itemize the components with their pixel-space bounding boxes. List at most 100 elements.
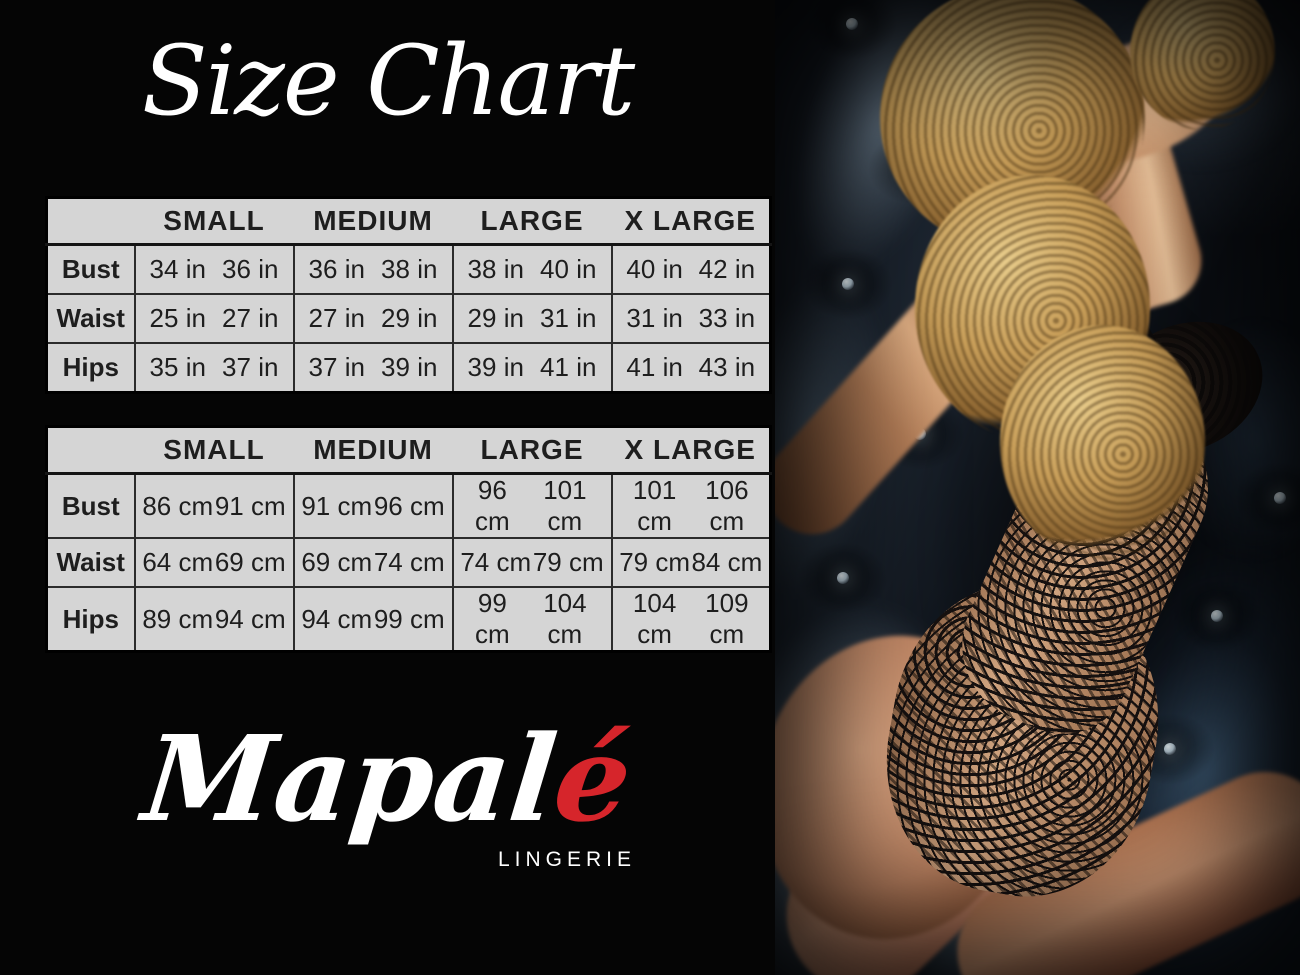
measurement-cell: 94 cm 99 cm	[293, 586, 454, 652]
table-row-hips: Hips 89 cm 94 cm 94 cm 99 cm 99 cm 104 c…	[46, 586, 771, 652]
measurement-value: 94 cm	[214, 603, 286, 634]
measurement-cell: 91 cm 96 cm	[293, 472, 454, 538]
table-row-hips: Hips 35 in 37 in 37 in 39 in 39 in 41 in…	[46, 342, 771, 393]
measurement-value: 101 cm	[632, 475, 677, 536]
col-header-medium: MEDIUM	[293, 426, 453, 475]
measurement-value: 69 cm	[301, 547, 373, 577]
measurement-cell: 89 cm 94 cm	[134, 586, 295, 652]
measurement-value: 74 cm	[460, 547, 532, 577]
measurement-cell: 99 cm 104 cm	[452, 586, 613, 652]
measurement-value: 64 cm	[142, 547, 214, 577]
photo-vignette	[775, 0, 1300, 975]
measurement-value: 35 in	[149, 352, 206, 382]
measurement-value: 40 in	[540, 254, 597, 284]
measurement-value: 29 in	[467, 303, 524, 333]
header-row: SMALL MEDIUM LARGE X LARGE	[46, 197, 771, 246]
measurement-cell: 40 in 42 in	[611, 243, 771, 294]
measurement-value: 94 cm	[301, 603, 373, 634]
measurement-value: 37 in	[308, 352, 365, 382]
col-header-small: SMALL	[134, 197, 294, 246]
table-row-waist: Waist 25 in 27 in 27 in 29 in 29 in 31 i…	[46, 293, 771, 343]
row-label: Waist	[46, 293, 136, 343]
measurement-value: 41 in	[626, 352, 683, 382]
measurement-value: 91 cm	[301, 490, 373, 521]
measurement-value: 74 cm	[373, 547, 445, 577]
size-table-cm: SMALL MEDIUM LARGE X LARGE Bust 86 cm 91…	[45, 425, 772, 653]
measurement-cell: 79 cm 84 cm	[611, 537, 771, 587]
measurement-value: 39 in	[381, 352, 438, 382]
measurement-value: 36 in	[222, 254, 279, 284]
table-row-bust: Bust 86 cm 91 cm 91 cm 96 cm 96 cm 101 c…	[46, 472, 771, 538]
measurement-cell: 37 in 39 in	[293, 342, 454, 393]
size-table-inches: SMALL MEDIUM LARGE X LARGE Bust 34 in 36…	[45, 196, 772, 394]
measurement-value: 91 cm	[214, 490, 286, 521]
row-label: Bust	[46, 472, 136, 538]
brand-logo: Mapalé	[0, 690, 784, 867]
measurement-cell: 25 in 27 in	[134, 293, 295, 343]
measurement-value: 109 cm	[705, 588, 749, 649]
measurement-value: 29 in	[381, 303, 438, 333]
measurement-cell: 29 in 31 in	[452, 293, 613, 343]
measurement-cell: 34 in 36 in	[134, 243, 295, 294]
measurement-value: 25 in	[149, 303, 206, 333]
col-header-medium: MEDIUM	[293, 197, 453, 246]
measurement-cell: 86 cm 91 cm	[134, 472, 295, 538]
measurement-value: 27 in	[308, 303, 365, 333]
measurement-value: 101 cm	[543, 475, 587, 536]
measurement-cell: 96 cm 101 cm	[452, 472, 613, 538]
measurement-value: 31 in	[540, 303, 597, 333]
measurement-value: 34 in	[149, 254, 206, 284]
header-row: SMALL MEDIUM LARGE X LARGE	[46, 426, 771, 475]
measurement-value: 43 in	[698, 352, 756, 382]
upholstery-button	[842, 278, 854, 290]
measurement-value: 41 in	[540, 352, 597, 382]
measurement-value: 89 cm	[142, 603, 214, 634]
corner-cell	[46, 197, 135, 246]
tuft-dimple	[807, 0, 897, 60]
measurement-value: 79 cm	[532, 547, 604, 577]
measurement-value: 38 in	[381, 254, 438, 284]
row-label: Hips	[46, 586, 136, 652]
measurement-value: 79 cm	[619, 547, 691, 577]
model-hair	[1000, 325, 1205, 560]
row-label: Waist	[46, 537, 136, 587]
model-photo	[775, 0, 1300, 975]
measurement-cell: 69 cm 74 cm	[293, 537, 454, 587]
measurement-value: 99 cm	[475, 588, 510, 649]
measurement-value: 31 in	[626, 303, 683, 333]
col-header-small: SMALL	[134, 426, 294, 475]
brand-logo-subtitle: LINGERIE	[498, 848, 637, 871]
measurement-value: 69 cm	[214, 547, 286, 577]
col-header-xlarge: X LARGE	[611, 197, 771, 246]
brand-logo-accent: é	[548, 709, 638, 848]
row-label: Bust	[46, 243, 136, 294]
measurement-cell: 104 cm 109 cm	[611, 586, 771, 652]
measurement-value: 96 cm	[475, 475, 510, 536]
measurement-cell: 27 in 29 in	[293, 293, 454, 343]
measurement-value: 42 in	[698, 254, 756, 284]
measurement-cell: 101 cm 106 cm	[611, 472, 771, 538]
col-header-large: LARGE	[452, 426, 612, 475]
measurement-value: 38 in	[467, 254, 524, 284]
upholstery-button	[846, 18, 858, 30]
table-row-bust: Bust 34 in 36 in 36 in 38 in 38 in 40 in…	[46, 243, 771, 294]
measurement-value: 106 cm	[705, 475, 749, 536]
col-header-large: LARGE	[452, 197, 612, 246]
col-header-xlarge: X LARGE	[611, 426, 771, 475]
measurement-value: 37 in	[222, 352, 279, 382]
measurement-value: 36 in	[308, 254, 365, 284]
measurement-cell: 31 in 33 in	[611, 293, 771, 343]
corner-cell	[46, 426, 135, 475]
measurement-value: 33 in	[698, 303, 756, 333]
measurement-value: 86 cm	[142, 490, 214, 521]
upholstery-button	[837, 572, 849, 584]
measurement-value: 40 in	[626, 254, 683, 284]
page-title: Size Chart	[141, 25, 635, 137]
measurement-cell: 39 in 41 in	[452, 342, 613, 393]
row-label: Hips	[46, 342, 136, 393]
measurement-value: 84 cm	[691, 547, 763, 577]
brand-logo-main: Mapal	[137, 709, 563, 848]
measurement-cell: 38 in 40 in	[452, 243, 613, 294]
measurement-cell: 41 in 43 in	[611, 342, 771, 393]
